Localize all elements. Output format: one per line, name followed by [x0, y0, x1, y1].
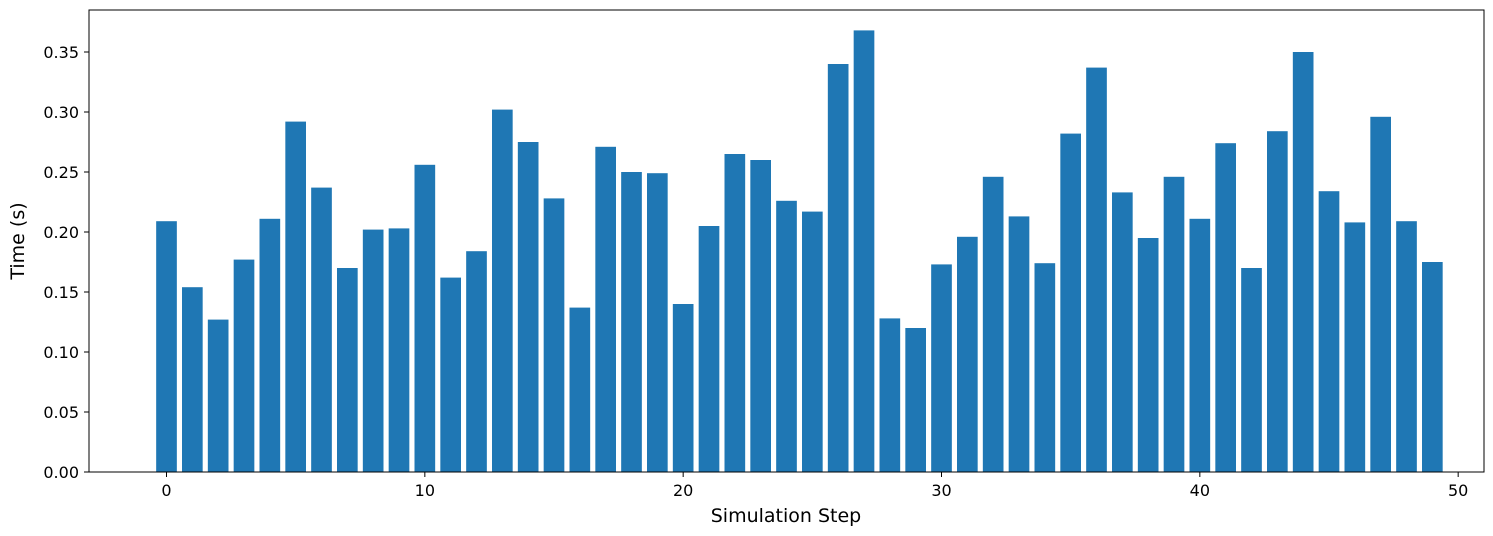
bar-7: [337, 268, 358, 472]
x-tick-label: 50: [1448, 481, 1468, 500]
bar-16: [569, 307, 591, 472]
bar-28: [879, 318, 901, 472]
bar-31: [957, 236, 978, 472]
x-tick-label: 30: [931, 481, 951, 500]
y-tick-label: 0.05: [43, 403, 79, 422]
bar-41: [1215, 143, 1236, 472]
x-axis-label: Simulation Step: [711, 505, 862, 527]
bar-23: [750, 160, 771, 472]
bar-12: [466, 251, 487, 472]
bar-19: [647, 173, 668, 472]
x-tick-label: 20: [673, 481, 693, 500]
plot-frame: [88, 9, 1485, 473]
bar-42: [1241, 268, 1262, 472]
bar-27: [853, 30, 875, 473]
bar-40: [1189, 218, 1211, 472]
x-tick-label: 10: [415, 481, 435, 500]
bar-10: [414, 164, 436, 473]
y-tick-label: 0.15: [43, 283, 79, 302]
bar-15: [543, 198, 565, 472]
bar-6: [311, 187, 332, 472]
bar-32: [982, 176, 1004, 473]
y-tick-label: 0.20: [43, 223, 79, 242]
bar-30: [931, 264, 952, 472]
bar-39: [1163, 176, 1185, 473]
bar-20: [672, 304, 694, 472]
y-tick-label: 0.00: [43, 463, 79, 482]
y-tick-label: 0.25: [43, 163, 79, 182]
bar-8: [362, 229, 384, 472]
y-axis-ticks: 0.00 0.05 0.10 0.15 0.20 0.25 0.30 0.35: [43, 43, 89, 482]
bar-4: [259, 218, 281, 472]
y-axis-label: Time (s): [7, 202, 29, 280]
bar-22: [724, 154, 746, 472]
x-tick-label: 0: [161, 481, 171, 500]
bar-25: [802, 211, 823, 472]
bar-33: [1008, 216, 1030, 472]
bar-34: [1034, 263, 1056, 472]
bar-24: [776, 200, 797, 473]
bar-49: [1422, 262, 1443, 472]
bar-14: [517, 142, 539, 472]
bar-11: [440, 277, 461, 472]
y-tick-label: 0.35: [43, 43, 79, 62]
bars-group: [156, 30, 1443, 473]
bar-3: [233, 259, 255, 472]
bar-29: [905, 328, 926, 472]
x-tick-label: 40: [1190, 481, 1210, 500]
bar-17: [595, 146, 616, 473]
bar-47: [1370, 116, 1391, 473]
bar-13: [492, 109, 513, 472]
bar-26: [827, 64, 849, 472]
bar-5: [285, 121, 306, 472]
bar-48: [1396, 221, 1417, 472]
bar-35: [1060, 133, 1081, 472]
bar-46: [1344, 222, 1366, 472]
bar-36: [1086, 67, 1107, 472]
bar-45: [1318, 191, 1340, 472]
bar-43: [1267, 131, 1288, 472]
bar-1: [182, 287, 203, 472]
bar-38: [1137, 238, 1159, 472]
bar-44: [1292, 52, 1314, 472]
bar-2: [207, 319, 229, 472]
bar-18: [621, 172, 642, 472]
y-tick-label: 0.10: [43, 343, 79, 362]
y-tick-label: 0.30: [43, 103, 79, 122]
bar-37: [1112, 192, 1133, 472]
bar-0: [156, 221, 177, 472]
bar-9: [388, 228, 410, 472]
x-axis-ticks: 0 10 20 30 40 50: [161, 472, 1468, 500]
bar-21: [698, 226, 720, 472]
